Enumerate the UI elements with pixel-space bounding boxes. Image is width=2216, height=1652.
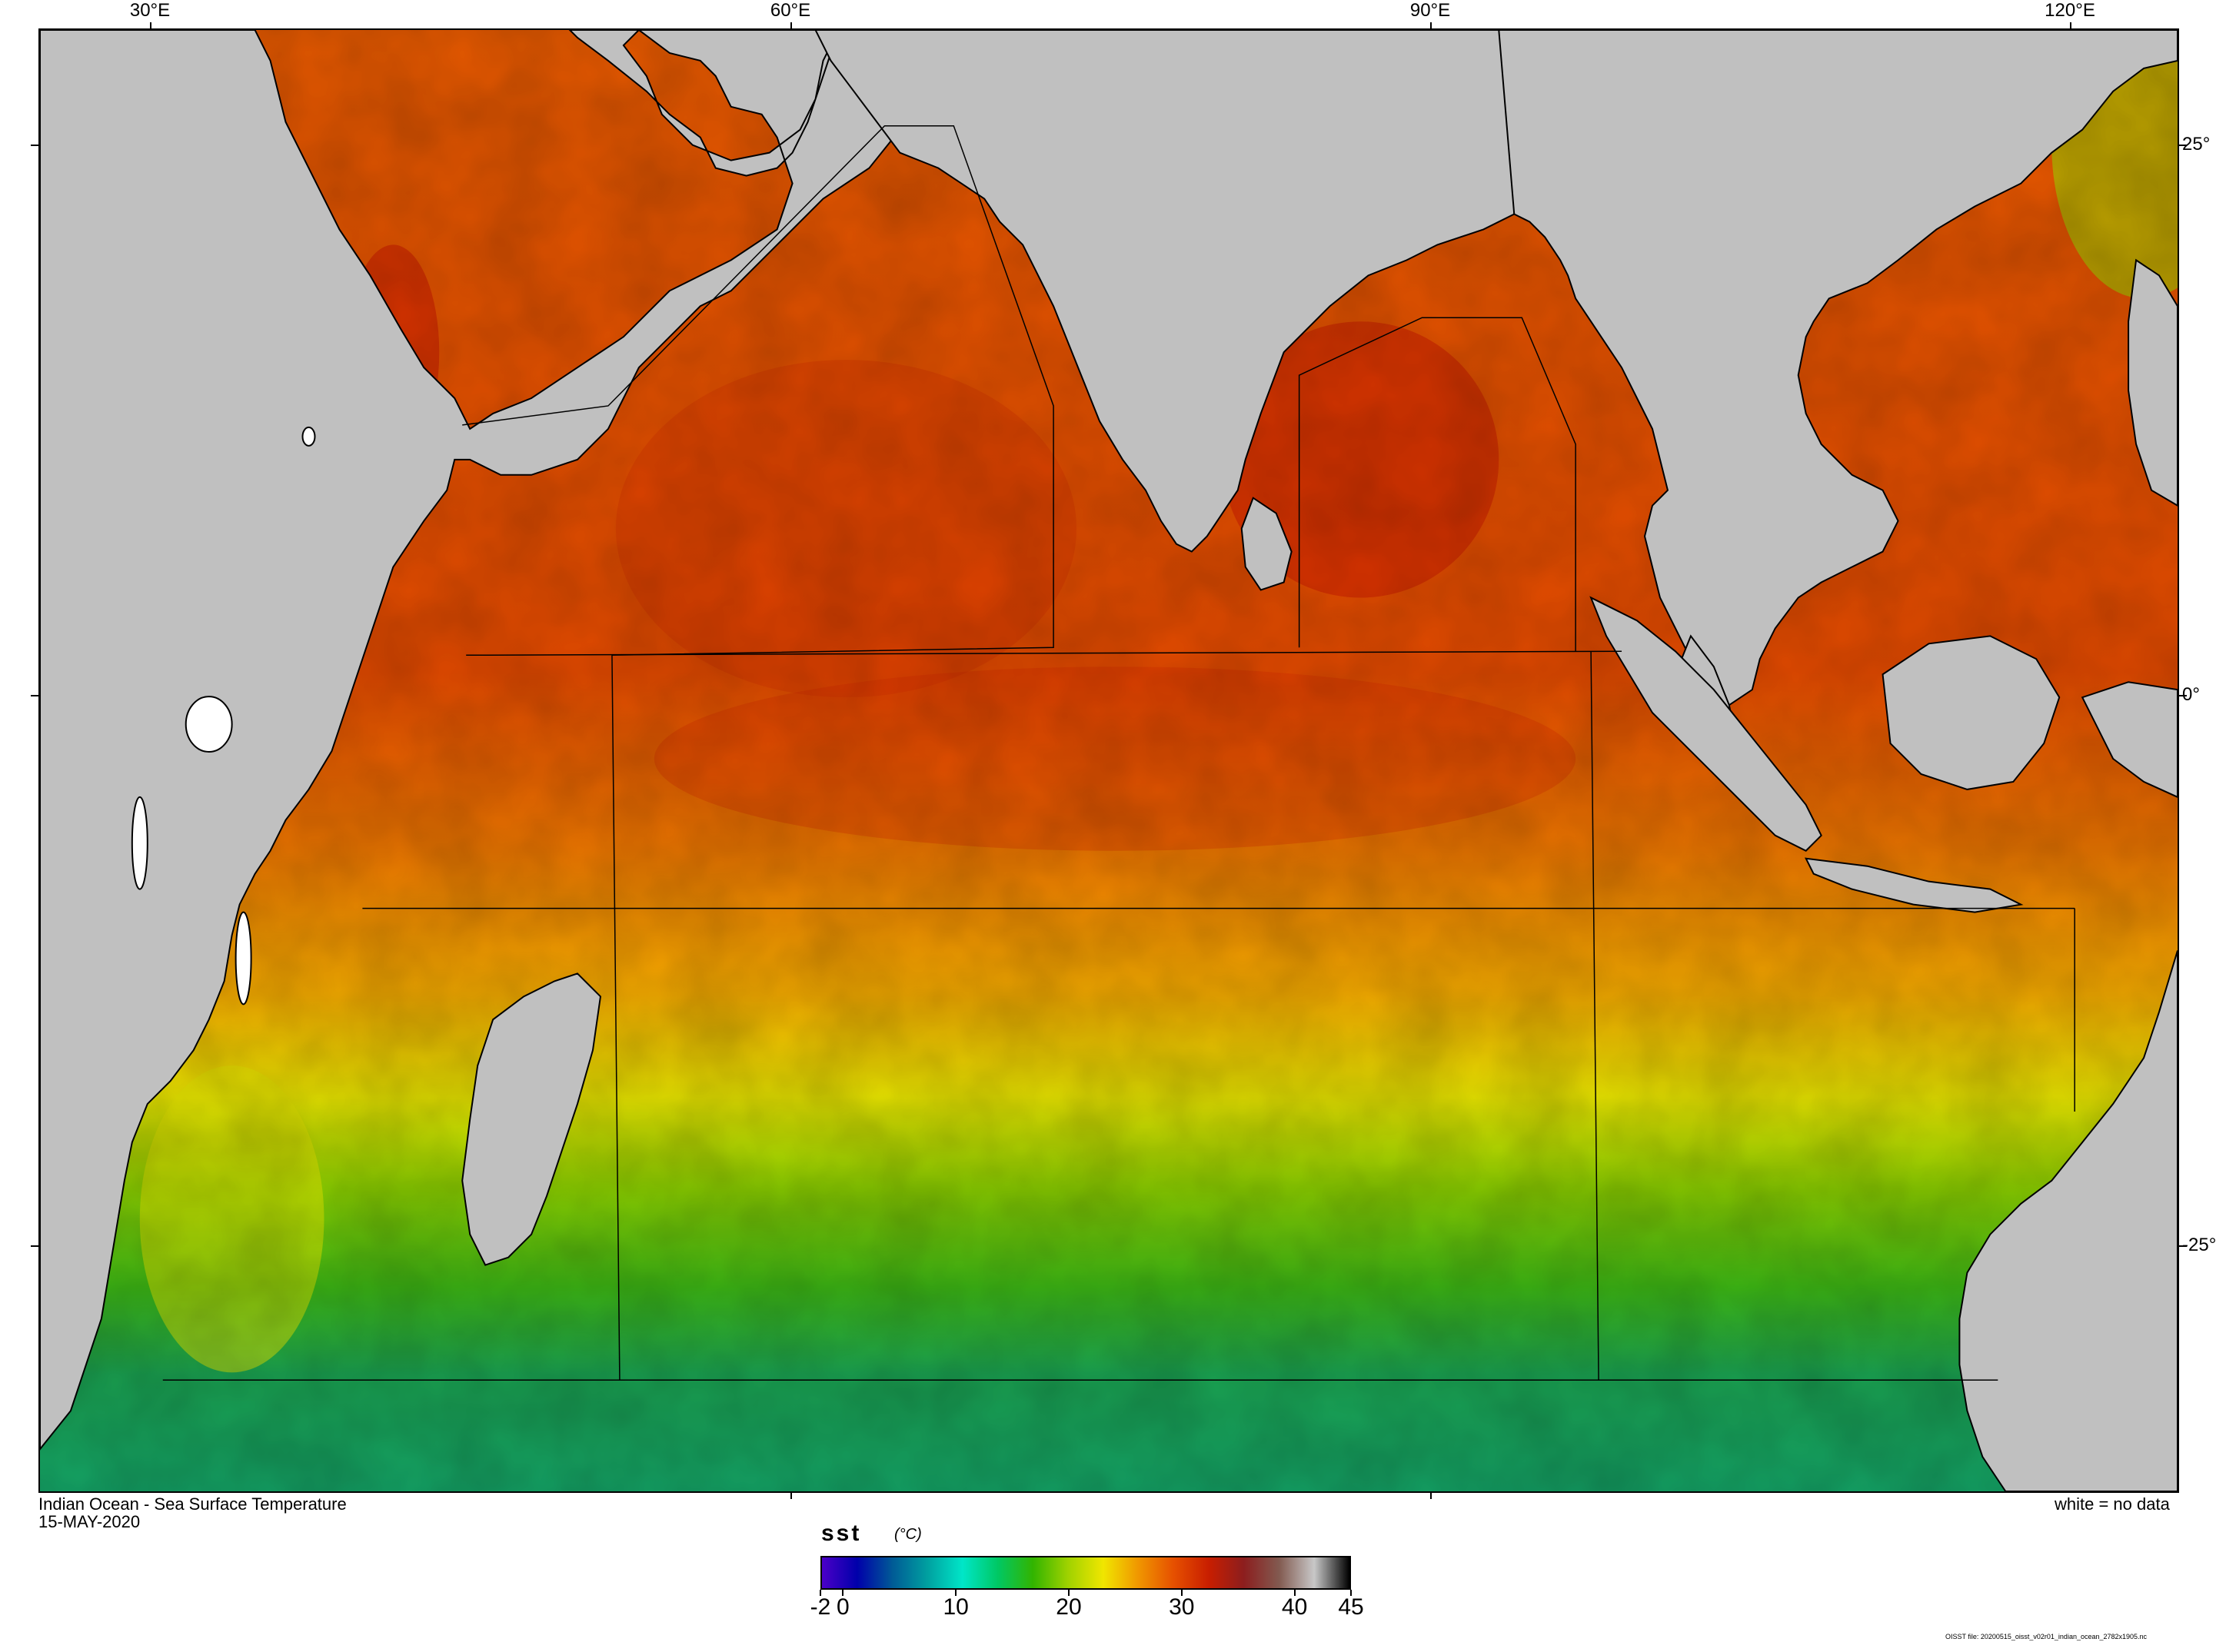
landmasses: [40, 30, 2178, 1491]
land-madagascar: [461, 972, 602, 1266]
colorbar-unit: (°C): [894, 1526, 922, 1543]
sst-map[interactable]: [38, 28, 2179, 1493]
sst-colorbar: [820, 1556, 1351, 1590]
land-india: [814, 30, 1516, 553]
no-data-areas: [131, 426, 316, 1005]
land-southeast-asia: [1498, 30, 2178, 706]
colorbar-tick-label: 0: [837, 1594, 850, 1620]
no-data-lake-victoria: [185, 696, 233, 753]
land-australia: [1958, 950, 2178, 1491]
region-west-divider: [611, 655, 621, 1381]
lon-tick-bottom: [790, 1491, 792, 1499]
land-sulawesi: [2081, 681, 2178, 798]
colorbar-tick-label: 20: [1056, 1594, 1082, 1620]
region-equator-line: [466, 650, 1622, 656]
lon-tick-top: [150, 22, 151, 30]
colorbar-tick: [1350, 1590, 1352, 1596]
colorbar-tick: [842, 1590, 844, 1596]
region-boundaries: [162, 125, 2075, 1381]
lat-tick-left: [31, 1245, 38, 1247]
colorbar-tick: [955, 1590, 957, 1596]
latitude-label-25s: -25°: [2182, 1235, 2216, 1255]
land-philippines: [2128, 258, 2178, 507]
lat-tick-left: [31, 145, 38, 146]
region-bay-of-bengal: [1298, 317, 1576, 652]
lon-tick-top: [2070, 22, 2071, 30]
latitude-label-0: 0°: [2182, 684, 2200, 705]
colorbar-tick-label: 45: [1338, 1594, 1364, 1620]
land-borneo: [1882, 635, 2061, 790]
longitude-label-30e: 30°E: [129, 0, 171, 21]
longitude-label-60e: 60°E: [770, 0, 811, 21]
latitude-label-25n: 25°: [2182, 134, 2211, 155]
colorbar-tick: [1293, 1590, 1296, 1596]
colorbar-tick-label: 30: [1169, 1594, 1195, 1620]
land-sumatra: [1589, 596, 1822, 852]
region-east-divider: [1590, 651, 1599, 1381]
map-date: 15-MAY-2020: [38, 1512, 141, 1531]
longitude-label-120e: 120°E: [2045, 0, 2095, 21]
lat-tick-right: [2179, 1245, 2187, 1247]
colorbar-variable: sst: [821, 1521, 862, 1546]
file-note: OISST file: 20200515_oisst_v02r01_indian…: [1945, 1633, 2148, 1640]
longitude-label-90e: 90°E: [1409, 0, 1451, 21]
colorbar-tick: [820, 1590, 821, 1596]
lat-tick-right: [2179, 145, 2187, 146]
colorbar-tick-label: 10: [943, 1594, 969, 1620]
land-africa-arabia: [40, 30, 940, 1451]
no-data-note: white = no data: [2055, 1494, 2170, 1514]
map-title: Indian Ocean - Sea Surface Temperature: [38, 1494, 347, 1514]
sst-map-canvas: [40, 30, 2178, 1491]
colorbar-tick-label: 40: [1281, 1594, 1308, 1620]
land-sri-lanka: [1240, 497, 1293, 591]
colorbar-tick: [1067, 1590, 1070, 1596]
lat-tick-left: [31, 695, 38, 696]
lon-tick-bottom: [1430, 1491, 1432, 1499]
no-data-small-lake: [301, 426, 316, 447]
region-arabian-sea: [462, 125, 1054, 656]
lon-tick-top: [1430, 22, 1432, 30]
colorbar-tick: [1180, 1590, 1183, 1596]
no-data-lake-malawi: [235, 911, 252, 1005]
colorbar-tick-label: -2: [810, 1594, 831, 1620]
lon-tick-top: [790, 22, 792, 30]
lat-tick-right: [2179, 695, 2187, 696]
no-data-lake-tanganyika: [131, 796, 148, 890]
